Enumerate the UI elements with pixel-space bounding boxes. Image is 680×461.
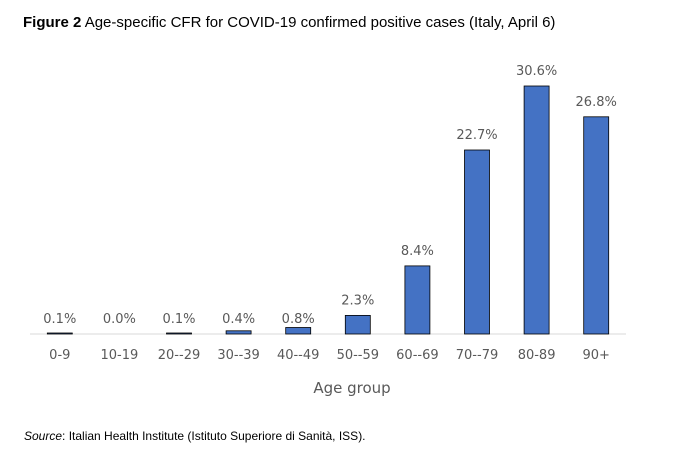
x-tick-label-10-19: 10-19 — [101, 348, 139, 363]
data-label-40--49: 0.8% — [282, 312, 315, 327]
data-label-70--79: 22.7% — [456, 128, 497, 143]
figure-caption: Age-specific CFR for COVID-19 confirmed … — [84, 14, 556, 31]
bar-90+ — [583, 116, 610, 335]
bar-40--49 — [285, 327, 312, 335]
x-tick-label-80-89: 80-89 — [518, 348, 556, 363]
x-tick-label-70--79: 70--79 — [456, 348, 498, 363]
x-axis-title: Age group — [313, 379, 390, 397]
data-label-20--29: 0.1% — [162, 312, 195, 327]
bar-80-89 — [523, 85, 550, 335]
x-tick-label-30--39: 30--39 — [217, 348, 259, 363]
x-tick-label-40--49: 40--49 — [277, 348, 319, 363]
x-tick-label-20--29: 20--29 — [158, 348, 200, 363]
data-labels-group: 0.1% 0.0% 0.1% 0.4% 0.8% 2.3% 8.4% 22.7% 30.6% 26… — [43, 64, 617, 327]
source-label: Source — [24, 429, 63, 443]
source-text: : Italian Health Institute (Istituto Sup… — [62, 429, 366, 443]
x-tick-label-90+: 90+ — [582, 348, 609, 363]
bar-70--79 — [464, 149, 490, 335]
bar-50--59 — [344, 314, 371, 335]
data-label-90+: 26.8% — [576, 95, 617, 110]
bars-group — [46, 85, 610, 335]
x-tick-labels-group: 0-9 10-19 20--29 30--39 40--49 50--59 60--69 70… — [49, 348, 610, 363]
data-label-50--59: 2.3% — [341, 293, 374, 308]
data-label-0-9: 0.1% — [43, 312, 76, 327]
bar-60--69 — [404, 265, 431, 335]
x-tick-label-60--69: 60--69 — [396, 348, 438, 363]
bar-0-9 — [46, 332, 73, 335]
data-label-30--39: 0.4% — [222, 312, 255, 327]
figure-label: Figure 2 — [23, 14, 82, 31]
data-label-60--69: 8.4% — [401, 244, 434, 259]
data-label-10-19: 0.0% — [103, 312, 136, 327]
source-note: Source: Italian Health Institute (Istitu… — [24, 429, 366, 443]
x-tick-label-0-9: 0-9 — [49, 348, 70, 363]
chart-title: Figure 2 Age-specific CFR for COVID-19 c… — [23, 14, 555, 31]
data-label-80-89: 30.6% — [516, 64, 557, 79]
x-tick-label-50--59: 50--59 — [337, 348, 379, 363]
bar-30--39 — [225, 330, 252, 335]
bar-20--29 — [166, 332, 192, 335]
